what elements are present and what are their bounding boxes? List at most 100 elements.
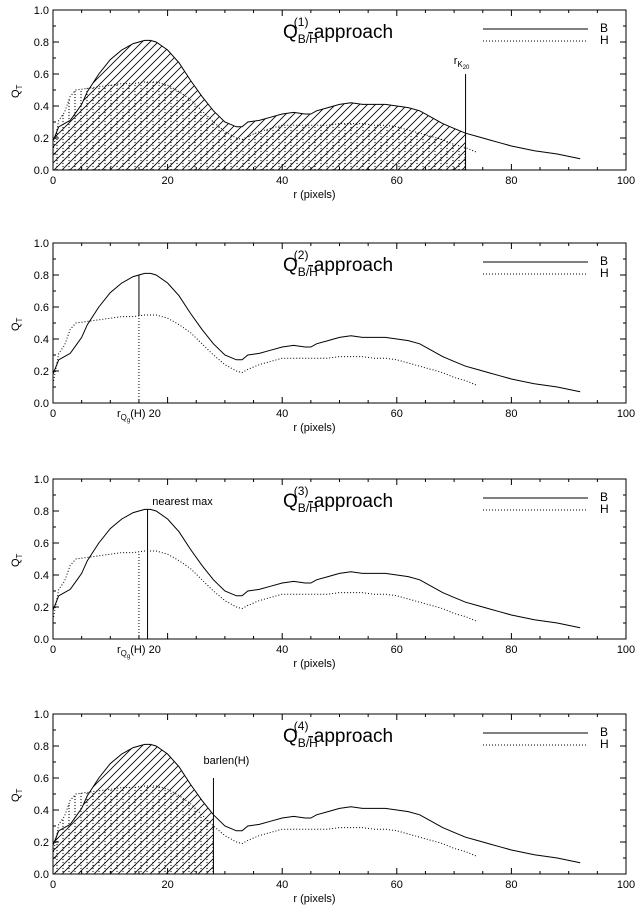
annotation-sub: K bbox=[457, 60, 463, 69]
annotation-main: r bbox=[454, 55, 458, 67]
annotation-main: r bbox=[117, 408, 121, 420]
y-tick-label: 0.6 bbox=[34, 538, 49, 550]
legend-label-B: B bbox=[600, 490, 608, 504]
x-tick-label: 60 bbox=[391, 644, 403, 656]
y-tick-label: 0.2 bbox=[34, 837, 49, 849]
x-tick-label: 100 bbox=[617, 644, 635, 656]
y-axis-label-sub: T bbox=[15, 788, 24, 793]
x-tick-label: 80 bbox=[505, 879, 517, 891]
annotation-subsub: 20 bbox=[463, 65, 470, 71]
dotted-area-H bbox=[53, 786, 214, 874]
x-tick-label: 20 bbox=[161, 879, 173, 891]
y-tick-label: 0.6 bbox=[34, 69, 49, 81]
y-tick-label: 1.0 bbox=[34, 709, 49, 721]
series-line-H bbox=[52, 81, 478, 153]
x-axis-label: r (pixels) bbox=[293, 658, 335, 670]
annotation-after: (H) bbox=[130, 408, 145, 420]
series-line-H bbox=[52, 314, 478, 386]
x-tick-label: 100 bbox=[617, 408, 635, 420]
x-axis-label: r (pixels) bbox=[293, 189, 335, 201]
chart-title-suffix: -approach bbox=[307, 491, 393, 512]
y-tick-label: 0.4 bbox=[34, 334, 49, 346]
x-tick-label: 0 bbox=[50, 879, 56, 891]
annotation-subsub: g bbox=[127, 418, 130, 424]
annotation-tick-value: 20 bbox=[146, 644, 161, 656]
y-tick-label: 0.8 bbox=[34, 741, 49, 753]
chart-title-sub: B/H bbox=[298, 736, 318, 750]
x-tick-label: 80 bbox=[505, 175, 517, 187]
annotation-label: rK20 bbox=[454, 55, 470, 71]
y-axis-label-sub: T bbox=[15, 317, 24, 322]
dotted-area-H bbox=[53, 82, 466, 170]
y-axis-label: QT bbox=[10, 788, 24, 802]
chart-panel-1: 0 20 40 60 80 100 0.0 0.2 0.4 0.6 0.8 1.0 r (pixels)… bbox=[10, 5, 635, 201]
x-tick-label: 60 bbox=[391, 408, 403, 420]
annotation-label: barlen(H) bbox=[204, 755, 250, 767]
x-tick-label: 40 bbox=[276, 175, 288, 187]
x-tick-label: 100 bbox=[617, 879, 635, 891]
y-tick-label: 0.0 bbox=[34, 869, 49, 881]
chart-title-sup: (3) bbox=[294, 484, 309, 498]
x-tick-label: 80 bbox=[505, 644, 517, 656]
chart-title-sub: B/H bbox=[298, 265, 318, 279]
x-tick-label: 20 bbox=[161, 175, 173, 187]
x-axis-label: r (pixels) bbox=[293, 422, 335, 434]
y-axis-label-main: Q bbox=[10, 89, 22, 98]
y-tick-label: 0.0 bbox=[34, 634, 49, 646]
chart-title-suffix: -approach bbox=[307, 726, 393, 747]
x-tick-label: 40 bbox=[276, 644, 288, 656]
y-tick-label: 1.0 bbox=[34, 474, 49, 486]
legend-label-H: H bbox=[600, 33, 609, 47]
y-tick-label: 0.4 bbox=[34, 101, 49, 113]
x-tick-label: 0 bbox=[50, 644, 56, 656]
y-tick-label: 0.2 bbox=[34, 602, 49, 614]
series-line-B bbox=[52, 508, 581, 629]
legend-label-H: H bbox=[600, 737, 609, 751]
chart-title-sup: (2) bbox=[294, 248, 309, 262]
chart-title: QB/H (3)-approach bbox=[283, 484, 393, 515]
annotation-tick-label: rQg(H) 20 bbox=[117, 408, 161, 424]
x-tick-label: 40 bbox=[276, 408, 288, 420]
x-tick-label: 60 bbox=[391, 879, 403, 891]
legend-label-B: B bbox=[600, 254, 608, 268]
annotation-main: r bbox=[117, 644, 121, 656]
y-tick-label: 0.4 bbox=[34, 570, 49, 582]
y-tick-label: 0.6 bbox=[34, 302, 49, 314]
y-axis-label-main: Q bbox=[10, 793, 22, 802]
y-tick-label: 0.0 bbox=[34, 398, 49, 410]
annotation-after: (H) bbox=[130, 644, 145, 656]
chart-title: QB/H (4)-approach bbox=[283, 719, 393, 750]
y-tick-label: 0.2 bbox=[34, 133, 49, 145]
annotation2-label: nearest max bbox=[152, 496, 213, 508]
chart-title-sup: (1) bbox=[294, 15, 309, 29]
legend-label-H: H bbox=[600, 266, 609, 280]
annotation-subsub: g bbox=[127, 654, 130, 660]
annotation-sub: Q bbox=[121, 649, 127, 658]
series-line-B bbox=[52, 743, 581, 864]
series-line-H bbox=[52, 785, 478, 857]
y-tick-label: 0.6 bbox=[34, 773, 49, 785]
legend-label-B: B bbox=[600, 21, 608, 35]
chart-title-suffix: -approach bbox=[307, 22, 393, 43]
series-line-H bbox=[52, 550, 478, 622]
chart-title: QB/H (2)-approach bbox=[283, 248, 393, 279]
chart-title-sub: B/H bbox=[298, 501, 318, 515]
x-axis-label: r (pixels) bbox=[293, 893, 335, 905]
y-tick-label: 0.8 bbox=[34, 270, 49, 282]
y-tick-label: 1.0 bbox=[34, 5, 49, 17]
chart-title-suffix: -approach bbox=[307, 255, 393, 276]
annotation-sub: Q bbox=[121, 413, 127, 422]
annotation-tick-value: 20 bbox=[146, 408, 161, 420]
y-axis-label: QT bbox=[10, 84, 24, 98]
x-tick-label: 0 bbox=[50, 175, 56, 187]
y-tick-label: 0.4 bbox=[34, 805, 49, 817]
series-line-B bbox=[52, 39, 581, 160]
x-tick-label: 80 bbox=[505, 408, 517, 420]
y-axis-label-main: Q bbox=[10, 558, 22, 567]
chart-title-main: Q bbox=[283, 22, 298, 43]
y-tick-label: 1.0 bbox=[34, 238, 49, 250]
y-tick-label: 0.2 bbox=[34, 366, 49, 378]
